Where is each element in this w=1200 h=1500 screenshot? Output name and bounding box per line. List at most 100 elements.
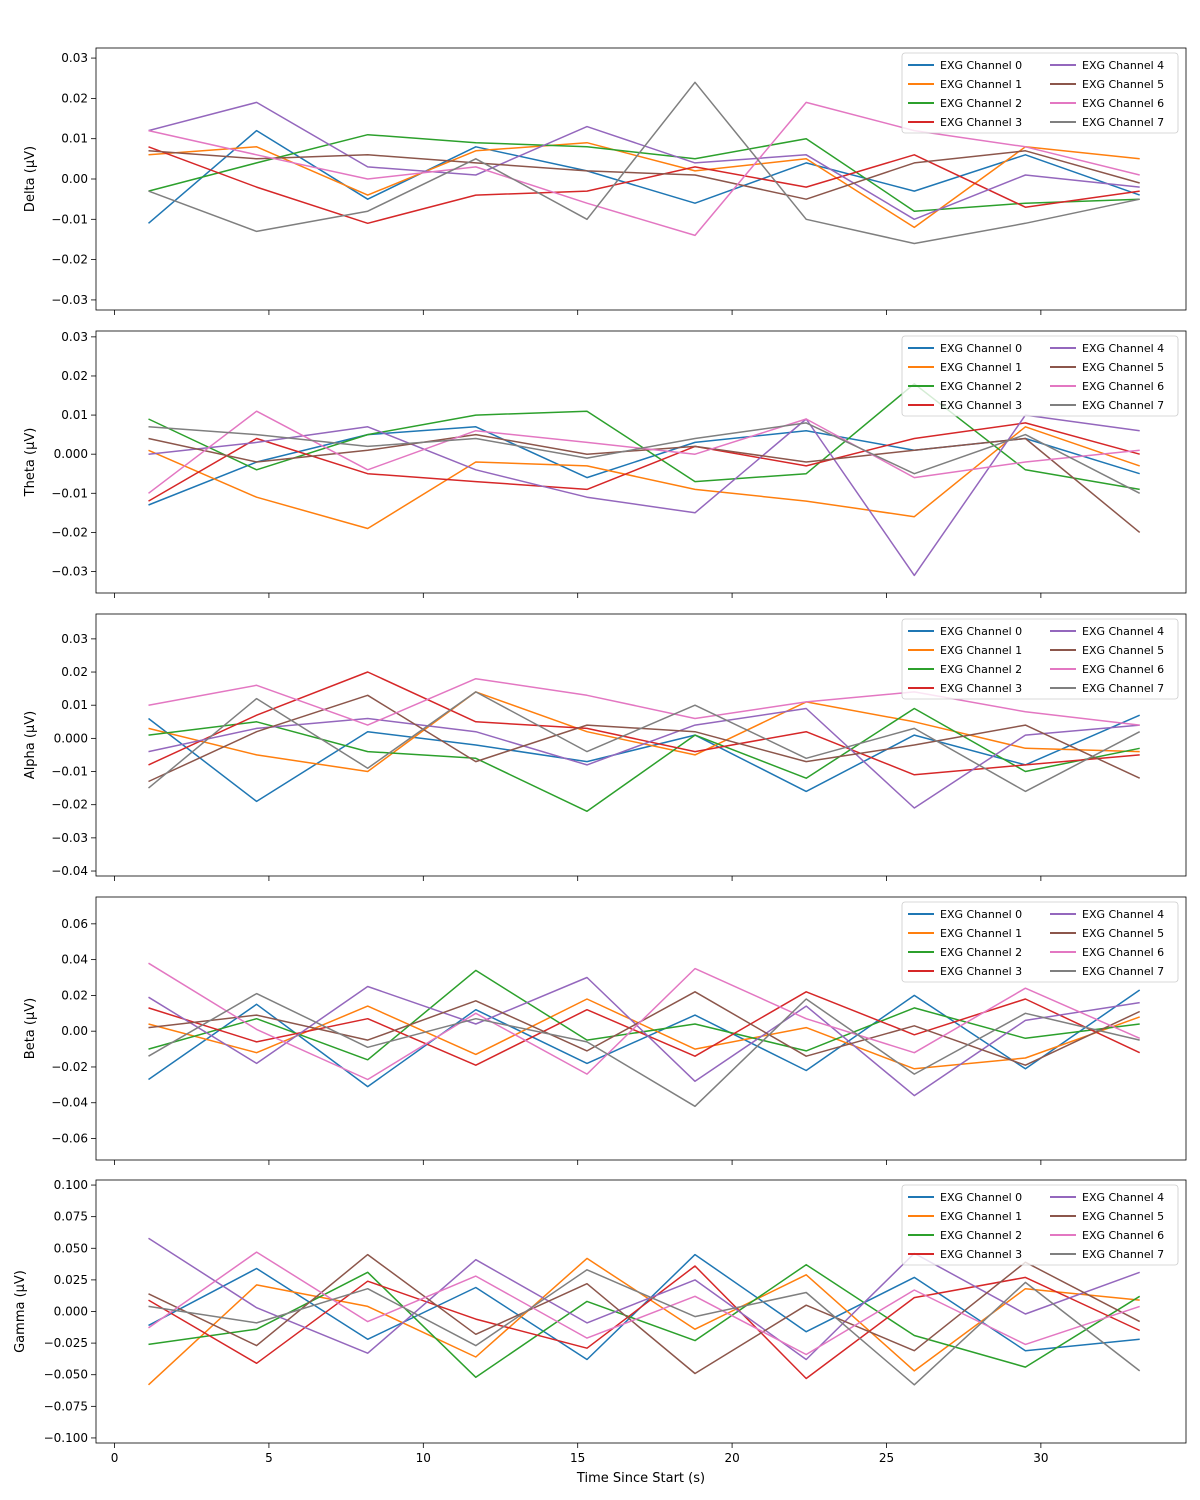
panel-3: −0.06 −0.04 −0.02 0.00 0.02 0.04 0.06 Beta (µV)… xyxy=(23,896,1187,1165)
legend-label-channel-1: EXG Channel 1 xyxy=(940,78,1022,91)
legend-label-channel-1: EXG Channel 1 xyxy=(940,644,1022,657)
legend-label-channel-0: EXG Channel 0 xyxy=(940,342,1022,355)
legend-label-channel-0: EXG Channel 0 xyxy=(940,59,1022,72)
legend: EXG Channel 0 EXG Channel 1 EXG Channel 2 E… xyxy=(901,901,1179,983)
series-line-channel-3 xyxy=(148,671,1140,776)
legend: EXG Channel 0 EXG Channel 1 EXG Channel 2 E… xyxy=(901,1184,1179,1266)
series-line-channel-5 xyxy=(148,150,1140,200)
series-line-channel-0 xyxy=(148,714,1140,803)
x-tick-label: 5 xyxy=(265,1451,273,1465)
legend-label-channel-1: EXG Channel 1 xyxy=(940,927,1022,940)
series-line-channel-6 xyxy=(148,101,1140,237)
x-tick-label: 30 xyxy=(1033,1451,1048,1465)
legend-label-channel-7: EXG Channel 7 xyxy=(1082,682,1164,695)
legend-label-channel-5: EXG Channel 5 xyxy=(1082,361,1164,374)
legend-label-channel-5: EXG Channel 5 xyxy=(1082,927,1164,940)
y-tick-label: 0.02 xyxy=(61,665,88,679)
y-tick-label: −0.02 xyxy=(51,798,88,812)
x-tick-label: 10 xyxy=(416,1451,431,1465)
y-tick-label: 0.03 xyxy=(61,632,88,646)
legend-label-channel-2: EXG Channel 2 xyxy=(940,663,1022,676)
y-tick-label: 0.025 xyxy=(54,1273,88,1287)
legend-label-channel-0: EXG Channel 0 xyxy=(940,625,1022,638)
series-group xyxy=(148,81,1140,245)
series-line-channel-0 xyxy=(148,989,1141,1088)
y-tick-label: 0.04 xyxy=(61,953,88,967)
x-tick-label: 0 xyxy=(111,1451,119,1465)
legend-label-channel-3: EXG Channel 3 xyxy=(940,965,1022,978)
series-line-channel-2 xyxy=(148,383,1140,491)
series-line-channel-6 xyxy=(148,677,1140,726)
series-line-channel-7 xyxy=(148,691,1141,793)
series-line-channel-1 xyxy=(148,998,1140,1070)
series-line-channel-3 xyxy=(148,1265,1141,1380)
legend-label-channel-7: EXG Channel 7 xyxy=(1082,399,1164,412)
legend-label-channel-4: EXG Channel 4 xyxy=(1082,908,1164,921)
series-line-channel-7 xyxy=(148,992,1140,1108)
y-tick-label: −0.02 xyxy=(51,1060,88,1074)
series-line-channel-4 xyxy=(148,976,1140,1097)
legend-label-channel-4: EXG Channel 4 xyxy=(1082,342,1164,355)
legend-label-channel-3: EXG Channel 3 xyxy=(940,682,1022,695)
y-tick-label: −0.100 xyxy=(44,1431,88,1445)
axes-frame xyxy=(95,613,1187,877)
y-tick-label: −0.06 xyxy=(51,1132,88,1146)
y-axis-label: Theta (µV) xyxy=(23,428,38,498)
legend: EXG Channel 0 EXG Channel 1 EXG Channel 2 E… xyxy=(901,618,1179,700)
y-tick-label: 0.000 xyxy=(54,447,88,461)
series-line-channel-3 xyxy=(148,422,1140,502)
y-tick-label: 0.01 xyxy=(61,408,88,422)
y-tick-label: −0.04 xyxy=(51,1096,88,1110)
y-tick-label: 0.06 xyxy=(61,917,88,931)
y-tick-label: −0.03 xyxy=(51,831,88,845)
y-tick-label: −0.03 xyxy=(51,564,88,578)
y-tick-label: 0.02 xyxy=(61,369,88,383)
legend-label-channel-2: EXG Channel 2 xyxy=(940,380,1022,393)
series-line-channel-7 xyxy=(148,81,1140,245)
y-tick-label: −0.04 xyxy=(51,864,88,878)
legend-label-channel-1: EXG Channel 1 xyxy=(940,361,1022,374)
series-line-channel-2 xyxy=(148,707,1140,813)
y-tick-label: −0.01 xyxy=(51,486,88,500)
y-tick-label: 0.000 xyxy=(54,1305,88,1319)
series-line-channel-4 xyxy=(148,707,1140,809)
legend-label-channel-4: EXG Channel 4 xyxy=(1082,1191,1164,1204)
legend-label-channel-2: EXG Channel 2 xyxy=(940,1229,1022,1242)
x-tick-label: 25 xyxy=(879,1451,894,1465)
series-line-channel-1 xyxy=(148,426,1140,530)
legend-label-channel-6: EXG Channel 6 xyxy=(1082,380,1164,393)
legend: EXG Channel 0 EXG Channel 1 EXG Channel 2 E… xyxy=(901,335,1179,417)
y-tick-label: 0.02 xyxy=(61,988,88,1002)
series-line-channel-2 xyxy=(148,133,1140,212)
y-tick-label: 0.00 xyxy=(61,1024,88,1038)
legend-box xyxy=(901,901,1179,983)
series-line-channel-7 xyxy=(148,1269,1141,1386)
series-line-channel-5 xyxy=(148,433,1141,533)
axes-frame xyxy=(95,330,1187,594)
legend-label-channel-1: EXG Channel 1 xyxy=(940,1210,1022,1223)
series-line-channel-2 xyxy=(148,969,1140,1061)
legend-label-channel-0: EXG Channel 0 xyxy=(940,1191,1022,1204)
series-line-channel-6 xyxy=(148,1251,1140,1356)
legend-box xyxy=(901,618,1179,700)
x-axis-label: Time Since Start (s) xyxy=(576,1471,705,1486)
series-line-channel-0 xyxy=(148,129,1140,224)
series-line-channel-7 xyxy=(148,422,1141,494)
legend-label-channel-6: EXG Channel 6 xyxy=(1082,97,1164,110)
legend-label-channel-5: EXG Channel 5 xyxy=(1082,644,1164,657)
y-tick-label: 0.03 xyxy=(61,51,88,65)
panel-4: −0.100 −0.075 −0.050 −0.025 0.000 0.025 0.050 0… xyxy=(13,1178,1187,1465)
series-line-channel-4 xyxy=(148,1237,1140,1361)
axes-frame xyxy=(95,896,1187,1161)
y-tick-label: 0.000 xyxy=(54,731,88,745)
panel-2: −0.04 −0.03 −0.02 −0.01 0.000 0.01 0.02 0.03 Alp… xyxy=(23,613,1187,881)
legend-label-channel-5: EXG Channel 5 xyxy=(1082,78,1164,91)
legend-label-channel-3: EXG Channel 3 xyxy=(940,399,1022,412)
series-group xyxy=(148,962,1141,1108)
y-axis-label: Beta (µV) xyxy=(23,998,38,1059)
series-group xyxy=(148,383,1141,577)
series-line-channel-2 xyxy=(148,1263,1141,1379)
legend-label-channel-7: EXG Channel 7 xyxy=(1082,116,1164,129)
series-line-channel-1 xyxy=(148,141,1140,229)
